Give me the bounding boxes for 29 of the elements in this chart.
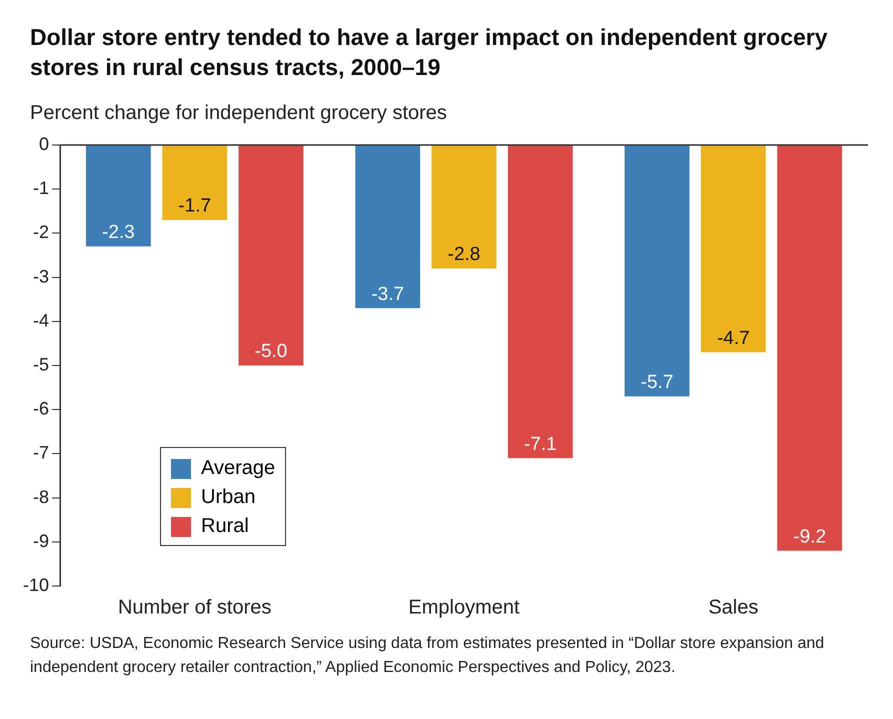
data-label: -1.7 [178, 196, 212, 217]
data-label: -5.7 [640, 372, 674, 394]
data-label: -2.8 [448, 244, 480, 266]
y-tick-label: -8 [33, 486, 50, 507]
data-label: -5.0 [254, 341, 288, 362]
x-tick-label: Sales [708, 596, 758, 619]
y-tick-label: -2 [33, 222, 50, 242]
chart-subtitle: Percent change for independent grocery stores [30, 102, 447, 125]
data-label: -9.2 [793, 526, 826, 548]
source-note: Source: USDA, Economic Research Service using data from estimates presented in “Dollar store expansion and independent grocery retailer contraction,” Applied Economic Perspectives and Policy, 2023. [30, 634, 826, 678]
y-tick-label: -3 [33, 266, 50, 286]
y-tick-label: -9 [33, 530, 50, 551]
y-tick-label: -4 [33, 310, 50, 330]
y-tick-label: -7 [33, 442, 50, 463]
x-tick-label: Employment [408, 596, 520, 619]
y-tick-label: -6 [33, 398, 50, 419]
legend-label: Rural [200, 514, 250, 539]
y-tick-label: -1 [33, 178, 50, 198]
data-label: -4.7 [716, 328, 750, 350]
x-tick-label: Number of stores [118, 596, 272, 619]
legend-label: Average [200, 456, 276, 481]
data-label: -2.3 [102, 222, 135, 244]
chart-title: Dollar store entry tended to have a larger impact on independent grocery stores in rural census tracts, 2000–19 [30, 23, 829, 82]
y-tick-label: -5 [33, 354, 50, 374]
y-tick-label: -10 [23, 574, 50, 595]
legend-label: Urban [200, 485, 256, 510]
data-label: -3.7 [371, 284, 404, 305]
y-tick-label: 0 [39, 134, 50, 154]
data-label: -7.1 [524, 434, 557, 455]
